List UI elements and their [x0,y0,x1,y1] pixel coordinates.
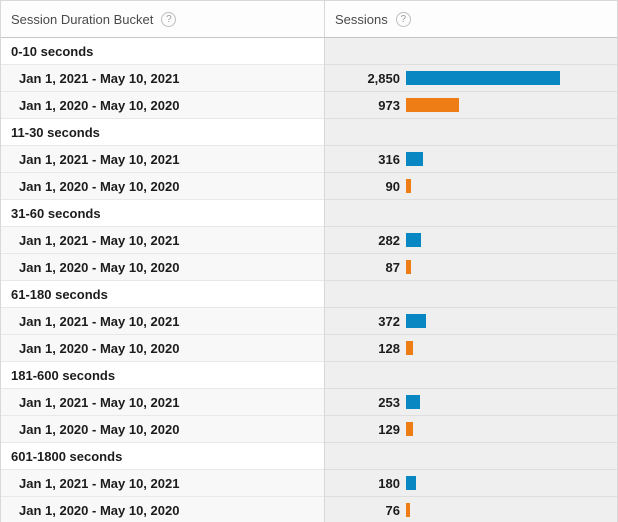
bucket-row: 601-1800 seconds [1,443,617,470]
bucket-row: 31-60 seconds [1,200,617,227]
bucket-label: 601-1800 seconds [1,443,324,470]
date-range-label: Jan 1, 2020 - May 10, 2020 [1,416,324,443]
sessions-value: 2,850 [367,70,400,86]
bucket-sessions-cell [324,281,617,308]
table-header-row: Session Duration Bucket ? Sessions ? [1,1,617,38]
date-range-label: Jan 1, 2020 - May 10, 2020 [1,92,324,119]
table-row: Jan 1, 2020 - May 10, 2020 973 [1,92,617,119]
column-header-label: Session Duration Bucket [11,11,154,27]
sessions-bar-2021 [406,395,420,409]
table-row: Jan 1, 2020 - May 10, 2020 128 [1,335,617,362]
bucket-label: 0-10 seconds [1,38,324,65]
column-header-session-duration-bucket[interactable]: Session Duration Bucket ? [1,1,324,37]
bucket-label: 181-600 seconds [1,362,324,389]
bucket-row: 11-30 seconds [1,119,617,146]
table-row: Jan 1, 2021 - May 10, 2021 2,850 [1,65,617,92]
sessions-cell: 372 [324,308,617,335]
date-range-label: Jan 1, 2020 - May 10, 2020 [1,173,324,200]
sessions-bar-2020 [406,260,411,274]
sessions-bar-2021 [406,233,422,247]
sessions-cell: 282 [324,227,617,254]
table-row: Jan 1, 2021 - May 10, 2021 282 [1,227,617,254]
table-row: Jan 1, 2020 - May 10, 2020 87 [1,254,617,281]
sessions-bar-2021 [406,71,560,85]
bucket-label: 11-30 seconds [1,119,324,146]
sessions-cell: 253 [324,389,617,416]
date-range-label: Jan 1, 2021 - May 10, 2021 [1,389,324,416]
sessions-value: 128 [378,340,400,356]
bucket-sessions-cell [324,362,617,389]
date-range-label: Jan 1, 2021 - May 10, 2021 [1,65,324,92]
bucket-sessions-cell [324,38,617,65]
date-range-label: Jan 1, 2021 - May 10, 2021 [1,470,324,497]
sessions-bar-2021 [406,152,424,166]
sessions-cell: 973 [324,92,617,119]
sessions-bar-2020 [406,179,411,193]
date-range-label: Jan 1, 2020 - May 10, 2020 [1,497,324,522]
table-row: Jan 1, 2021 - May 10, 2021 253 [1,389,617,416]
date-range-label: Jan 1, 2020 - May 10, 2020 [1,254,324,281]
table-row: Jan 1, 2020 - May 10, 2020 76 [1,497,617,522]
sessions-cell: 129 [324,416,617,443]
sessions-bar-2020 [406,503,411,517]
table-row: Jan 1, 2020 - May 10, 2020 129 [1,416,617,443]
sessions-bar-2020 [406,341,413,355]
sessions-bar-2020 [406,422,413,436]
sessions-cell: 2,850 [324,65,617,92]
help-icon[interactable]: ? [161,11,177,27]
sessions-value: 372 [378,313,400,329]
column-header-label: Sessions [335,11,388,27]
sessions-cell: 90 [324,173,617,200]
sessions-value: 253 [378,394,400,410]
sessions-bar-2020 [406,98,459,112]
bucket-row: 61-180 seconds [1,281,617,308]
column-header-sessions[interactable]: Sessions ? [324,1,617,37]
sessions-value: 129 [378,421,400,437]
sessions-value: 90 [385,178,400,194]
sessions-value: 76 [385,502,400,518]
date-range-label: Jan 1, 2021 - May 10, 2021 [1,227,324,254]
bucket-label: 31-60 seconds [1,200,324,227]
bucket-label: 61-180 seconds [1,281,324,308]
bucket-sessions-cell [324,200,617,227]
sessions-cell: 76 [324,497,617,522]
sessions-cell: 128 [324,335,617,362]
sessions-value: 87 [385,259,400,275]
date-range-label: Jan 1, 2021 - May 10, 2021 [1,146,324,173]
bucket-sessions-cell [324,119,617,146]
bucket-sessions-cell [324,443,617,470]
table-row: Jan 1, 2021 - May 10, 2021 316 [1,146,617,173]
sessions-value: 973 [378,97,400,113]
sessions-bar-2021 [406,314,427,328]
table-row: Jan 1, 2021 - May 10, 2021 180 [1,470,617,497]
sessions-cell: 316 [324,146,617,173]
table-row: Jan 1, 2021 - May 10, 2021 372 [1,308,617,335]
table-row: Jan 1, 2020 - May 10, 2020 90 [1,173,617,200]
sessions-cell: 87 [324,254,617,281]
bucket-row: 0-10 seconds [1,38,617,65]
help-icon[interactable]: ? [395,11,411,27]
date-range-label: Jan 1, 2020 - May 10, 2020 [1,335,324,362]
sessions-value: 316 [378,151,400,167]
date-range-label: Jan 1, 2021 - May 10, 2021 [1,308,324,335]
sessions-value: 180 [378,475,400,491]
sessions-cell: 180 [324,470,617,497]
sessions-bar-2021 [406,476,416,490]
sessions-value: 282 [378,232,400,248]
bucket-row: 181-600 seconds [1,362,617,389]
